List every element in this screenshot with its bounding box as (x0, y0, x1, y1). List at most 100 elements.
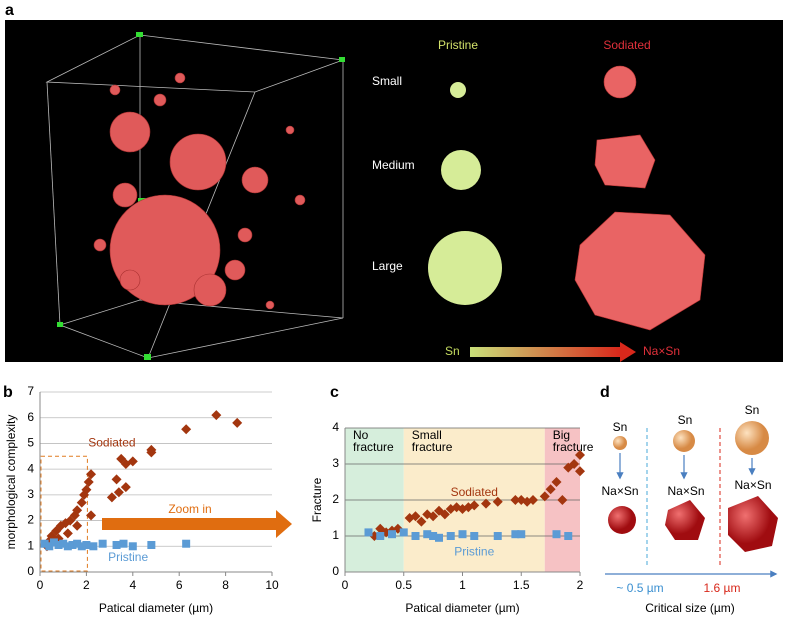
sn-label: Sn (678, 413, 693, 427)
point (511, 530, 520, 539)
region-label: Small fracture (412, 428, 453, 454)
point (399, 528, 408, 537)
x-tick-label: 0.5 (395, 578, 412, 592)
sn-label: Sn (613, 420, 628, 434)
point (470, 532, 479, 540)
point (428, 511, 439, 522)
point (63, 542, 72, 551)
x-tick-label: 6 (176, 578, 183, 592)
point (429, 532, 438, 540)
y-tick-label: 2 (27, 513, 34, 527)
region-label-line: Big (553, 428, 570, 442)
gradient-arrow (470, 347, 620, 357)
point (435, 533, 443, 542)
y-tick-label: 0 (27, 564, 34, 578)
point (98, 539, 107, 548)
naxsn-particle (608, 506, 636, 534)
region-label-line: fracture (412, 440, 453, 454)
point (49, 538, 58, 547)
point (62, 528, 73, 539)
row-label: Medium (372, 158, 415, 172)
y-tick-label: 5 (27, 436, 34, 450)
y-tick-label: 4 (27, 461, 34, 475)
x-tick-label: 2 (83, 578, 90, 592)
point (545, 484, 556, 495)
y-tick-label: 0 (332, 564, 339, 578)
series-label: Sodiated (88, 436, 135, 450)
sodiated-samples (574, 65, 706, 331)
naxsn-particle (665, 500, 705, 540)
series-label: Pristine (108, 550, 148, 564)
gradient-label: Sn (445, 344, 460, 358)
point (54, 541, 63, 549)
sn-sphere (613, 436, 627, 450)
point (82, 541, 91, 549)
x-tick-label: 1.5 (513, 578, 530, 592)
sn-sphere (673, 430, 695, 452)
point (59, 539, 68, 548)
series-label: Sodiated (451, 485, 498, 499)
panel-label: d (600, 384, 610, 401)
point (492, 496, 503, 507)
point (416, 516, 427, 527)
point (557, 495, 568, 505)
point (146, 447, 157, 458)
x-tick-label: 10 (265, 578, 279, 592)
arrows (616, 453, 756, 480)
region-label: Big fracture (553, 428, 594, 454)
sn-sphere (735, 421, 769, 455)
naxsn-particle (728, 496, 778, 552)
point (469, 500, 480, 511)
y-tick-label: 2 (332, 492, 339, 506)
annotation: Zoom in (168, 502, 211, 516)
y-tick-label: 4 (332, 420, 339, 434)
point (147, 541, 156, 549)
naxsn-label: Na×Sn (734, 478, 771, 492)
axis-title: morphological complexity (4, 415, 18, 550)
point (439, 509, 450, 520)
point (376, 532, 385, 540)
region-label: No fracture (353, 428, 394, 454)
point (72, 520, 83, 531)
panel-d: Sn Sn Sn Na×Sn Na×Sn Na×Sn ~ 0.5 µm 1.6 … (601, 403, 778, 615)
axis-title: Fracture (310, 477, 324, 522)
pristine-particles (428, 82, 502, 305)
y-tick-label: 1 (332, 528, 339, 542)
point (111, 474, 122, 485)
axis-title: Patical diameter (µm) (405, 601, 519, 615)
point (120, 482, 131, 493)
point (551, 477, 562, 487)
point (564, 532, 573, 540)
point (181, 424, 192, 435)
axis-title: Patical diameter (µm) (99, 601, 213, 615)
point (83, 477, 94, 487)
point (86, 510, 97, 521)
point (113, 487, 124, 498)
series-label: Pristine (454, 544, 494, 558)
y-tick-label: 6 (27, 410, 34, 424)
point (128, 542, 137, 551)
point (493, 532, 502, 540)
region-label-line: No (353, 428, 369, 442)
x-tick-label: 8 (222, 578, 229, 592)
region-label-line: fracture (553, 440, 594, 454)
y-tick-label: 3 (27, 487, 34, 501)
x-tick-label: 1 (459, 578, 466, 592)
point (40, 539, 49, 548)
point (528, 495, 538, 505)
y-tick-label: 3 (332, 456, 339, 470)
point (364, 528, 373, 537)
point (182, 539, 191, 548)
zoom-box (40, 455, 88, 572)
panel-label: a (5, 2, 14, 19)
x-tick-label: 2 (577, 578, 584, 592)
point (211, 410, 222, 421)
region-label-line: Small (412, 428, 442, 442)
point (539, 491, 550, 502)
column-label: Pristine (438, 38, 478, 52)
threshold-label: 1.6 µm (704, 581, 741, 595)
point (569, 459, 580, 469)
x-tick-label: 0 (37, 578, 44, 592)
point (79, 489, 90, 500)
